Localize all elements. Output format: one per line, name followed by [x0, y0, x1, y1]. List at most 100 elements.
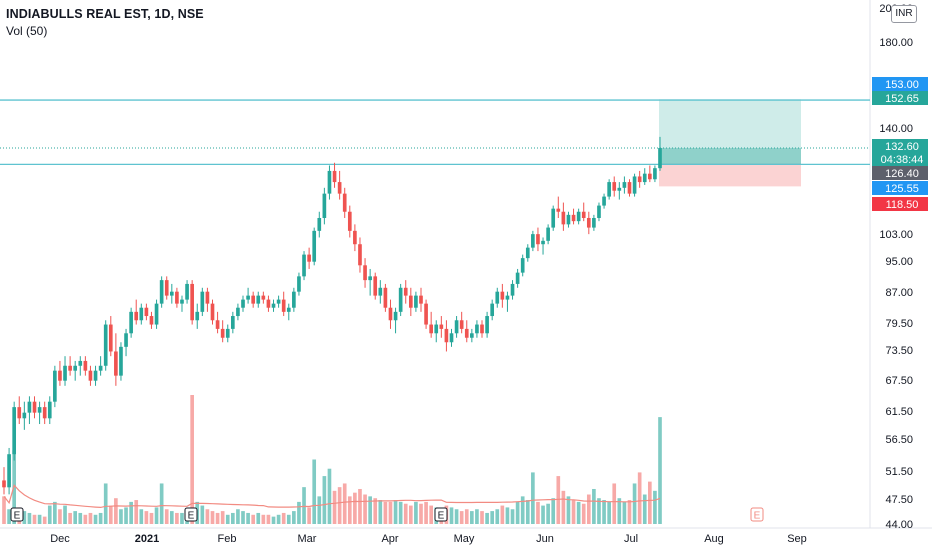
volume-bar [144, 511, 149, 524]
candle-body [114, 351, 118, 376]
candle-body [586, 217, 591, 228]
candle-body [592, 217, 596, 228]
candle-body [225, 328, 230, 338]
volume-bar [47, 505, 52, 524]
candle-body [7, 454, 11, 488]
earnings-marker[interactable]: E [10, 507, 24, 522]
volume-bar [261, 514, 266, 524]
earnings-marker[interactable]: E [184, 507, 198, 522]
candle-body [480, 324, 484, 334]
candle-body [398, 287, 403, 312]
volume-bar [358, 488, 362, 524]
candle-body [373, 276, 378, 296]
volume-bar [449, 507, 454, 524]
volume-bar [520, 496, 525, 524]
candle-body [169, 291, 174, 296]
volume-bar [464, 509, 469, 524]
candle-body [236, 307, 240, 317]
currency-badge[interactable]: INR [891, 5, 917, 23]
volume-bar [373, 498, 378, 524]
volume-bar [531, 472, 535, 524]
candle-body [536, 234, 540, 245]
volume-bar [83, 514, 88, 524]
volume-bar [525, 500, 530, 524]
volume-bar [592, 488, 596, 524]
volume-bar [7, 509, 11, 524]
price-tag: 125.55 [872, 181, 928, 195]
volume-bar [398, 501, 403, 524]
candle-body [210, 303, 215, 321]
volume-bar [551, 498, 556, 524]
candle-body [408, 295, 413, 308]
candle-body [510, 283, 515, 296]
chart-legend: INDIABULLS REAL EST, 1D, NSE Vol (50) [6, 6, 204, 40]
price-axis-label: 61.50 [885, 406, 913, 418]
candle-body [266, 299, 271, 308]
volume-bar [414, 501, 418, 524]
candle-body [256, 295, 261, 304]
volume-bar [393, 500, 398, 524]
candle-body [281, 299, 286, 312]
volume-bar [480, 511, 484, 524]
price-tag-label: 125.55 [885, 183, 919, 195]
volume-bar [637, 472, 642, 524]
volume-bar [505, 507, 510, 524]
volume-bar [546, 503, 550, 524]
time-axis-label: Sep [787, 533, 807, 545]
earnings-marker[interactable]: E [750, 507, 764, 522]
candle-body [485, 316, 489, 334]
volume-bar [602, 500, 606, 524]
price-tag-label: 152.65 [885, 93, 919, 105]
candle-body [347, 211, 352, 231]
price-tag: 126.40 [872, 166, 928, 180]
earnings-marker[interactable]: E [434, 507, 448, 522]
stop-zone [659, 164, 801, 187]
volume-bar [63, 505, 67, 524]
volume-bar [368, 496, 372, 524]
candle-body [17, 407, 22, 419]
volume-bar [220, 511, 225, 524]
price-tag-label: 118.50 [886, 199, 919, 211]
volume-bar [586, 494, 591, 524]
candle-body [439, 324, 444, 329]
volume-bar [597, 498, 601, 524]
candle-body [525, 247, 530, 259]
candle-body [73, 365, 78, 371]
candle-body [353, 230, 357, 245]
candle-body [2, 480, 6, 488]
candle-body [32, 401, 37, 413]
candle-body [378, 287, 383, 296]
volume-bar [363, 494, 367, 524]
volume-bar [647, 481, 652, 524]
volume-bar [353, 492, 357, 524]
candle-body [205, 291, 210, 304]
candle-body [312, 230, 317, 262]
volume-bar [246, 512, 250, 524]
volume-bar [307, 507, 311, 524]
price-axis-label: 95.00 [885, 256, 913, 268]
candle-body [251, 295, 256, 304]
price-axis-label: 44.00 [885, 519, 913, 531]
candle-body [342, 193, 347, 212]
price-axis-label: 140.00 [879, 123, 913, 135]
candle-body [444, 328, 449, 343]
volume-bar [617, 498, 622, 524]
time-axis-label: 2021 [135, 533, 159, 545]
volume-bar [210, 511, 215, 524]
candle-body [358, 244, 362, 266]
volume-bar [93, 514, 98, 524]
candle-body [541, 240, 545, 245]
volume-bar [297, 501, 301, 524]
volume-bar [129, 501, 133, 524]
candle-body [231, 316, 235, 329]
volume-bar [200, 505, 205, 524]
candle-body [119, 346, 123, 376]
candle-body [597, 205, 601, 218]
price-axis-label: 79.50 [885, 318, 913, 330]
candle-body [531, 234, 535, 248]
volume-bar [632, 483, 637, 524]
volume-bar [490, 511, 495, 524]
candle-body [37, 407, 42, 413]
